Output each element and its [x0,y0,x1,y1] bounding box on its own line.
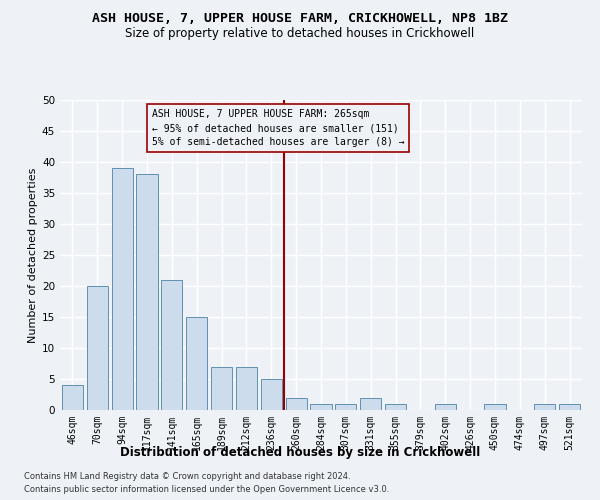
Bar [112,168,133,410]
Bar [186,317,207,410]
Bar [385,404,406,410]
Bar [360,398,381,410]
Bar [335,404,356,410]
Text: Distribution of detached houses by size in Crickhowell: Distribution of detached houses by size … [120,446,480,459]
Bar [87,286,108,410]
Bar [211,366,232,410]
Text: Contains public sector information licensed under the Open Government Licence v3: Contains public sector information licen… [24,485,389,494]
Bar [286,398,307,410]
Text: ASH HOUSE, 7, UPPER HOUSE FARM, CRICKHOWELL, NP8 1BZ: ASH HOUSE, 7, UPPER HOUSE FARM, CRICKHOW… [92,12,508,26]
Bar [435,404,456,410]
Bar [484,404,506,410]
Bar [62,385,83,410]
Text: Contains HM Land Registry data © Crown copyright and database right 2024.: Contains HM Land Registry data © Crown c… [24,472,350,481]
Bar [236,366,257,410]
Y-axis label: Number of detached properties: Number of detached properties [28,168,38,342]
Bar [161,280,182,410]
Bar [136,174,158,410]
Bar [534,404,555,410]
Text: Size of property relative to detached houses in Crickhowell: Size of property relative to detached ho… [125,28,475,40]
Bar [261,379,282,410]
Bar [310,404,332,410]
Bar [559,404,580,410]
Text: ASH HOUSE, 7 UPPER HOUSE FARM: 265sqm
← 95% of detached houses are smaller (151): ASH HOUSE, 7 UPPER HOUSE FARM: 265sqm ← … [152,110,404,148]
